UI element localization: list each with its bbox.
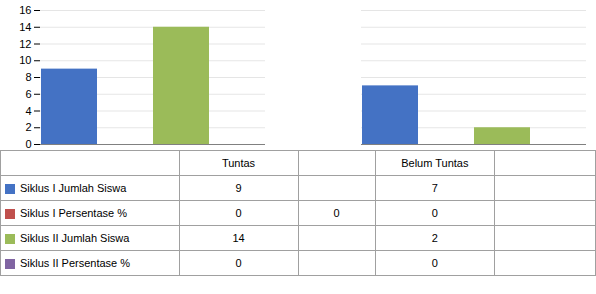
html-text:2: 2 [431,232,438,244]
html-text:0: 0 [235,207,242,219]
html-text:0: 0 [333,207,340,219]
html-text:0: 0 [431,207,438,219]
svg-text:16: 16 [19,4,31,16]
svg-text:4: 4 [25,105,31,117]
html-text:14: 14 [232,232,245,244]
html-text:Siklus II Jumlah Siswa: Siklus II Jumlah Siswa [20,232,130,244]
svg-text:8: 8 [25,71,31,83]
html-text:9: 9 [235,182,242,194]
svg-text:2: 2 [25,121,31,133]
html-text:Tuntas: Tuntas [221,157,256,169]
svg-text:6: 6 [25,88,31,100]
svg-text:12: 12 [19,38,31,50]
svg-text:0: 0 [25,138,31,150]
svg-text:14: 14 [19,21,31,33]
html-text:0: 0 [431,257,438,269]
html-text:7: 7 [431,182,438,194]
html-text:Siklus I Jumlah Siswa: Siklus I Jumlah Siswa [20,182,127,194]
html-text:0: 0 [235,257,242,269]
svg-text:10: 10 [19,54,31,66]
html-text:Siklus II Persentase %: Siklus II Persentase % [20,257,131,269]
html-text:Belum Tuntas: Belum Tuntas [401,157,469,169]
html-text:Siklus I Persentase %: Siklus I Persentase % [20,207,127,219]
